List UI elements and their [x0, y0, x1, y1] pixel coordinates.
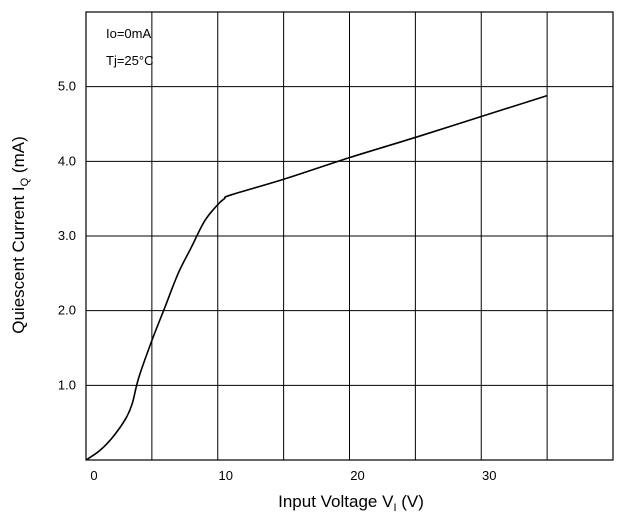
x-tick-labels: 0 10 20 30 [90, 468, 496, 483]
series-line [86, 96, 547, 460]
y-tick-label: 2.0 [58, 303, 76, 318]
y-tick-label: 1.0 [58, 377, 76, 392]
y-tick-label: 4.0 [58, 153, 76, 168]
y-axis-title-main: Quiescent Current I [9, 186, 28, 333]
y-axis-title-unit: (mA) [9, 136, 28, 178]
x-tick-label: 0 [90, 468, 97, 483]
x-axis-title: Input Voltage VI (V) [278, 492, 424, 514]
y-axis-title: Quiescent Current IQ (mA) [9, 136, 31, 334]
x-axis-title-unit: (V) [397, 492, 424, 511]
annotation-junction-temp: Tj=25°C [106, 53, 153, 68]
y-tick-label: 5.0 [58, 79, 76, 94]
x-tick-label: 20 [350, 468, 364, 483]
x-tick-label: 30 [482, 468, 496, 483]
x-axis-title-main: Input Voltage V [278, 492, 394, 511]
annotation-output-current: Io=0mA [106, 26, 151, 41]
y-tick-labels: 1.0 2.0 3.0 4.0 5.0 [58, 79, 76, 393]
y-tick-label: 3.0 [58, 228, 76, 243]
x-tick-label: 10 [219, 468, 233, 483]
